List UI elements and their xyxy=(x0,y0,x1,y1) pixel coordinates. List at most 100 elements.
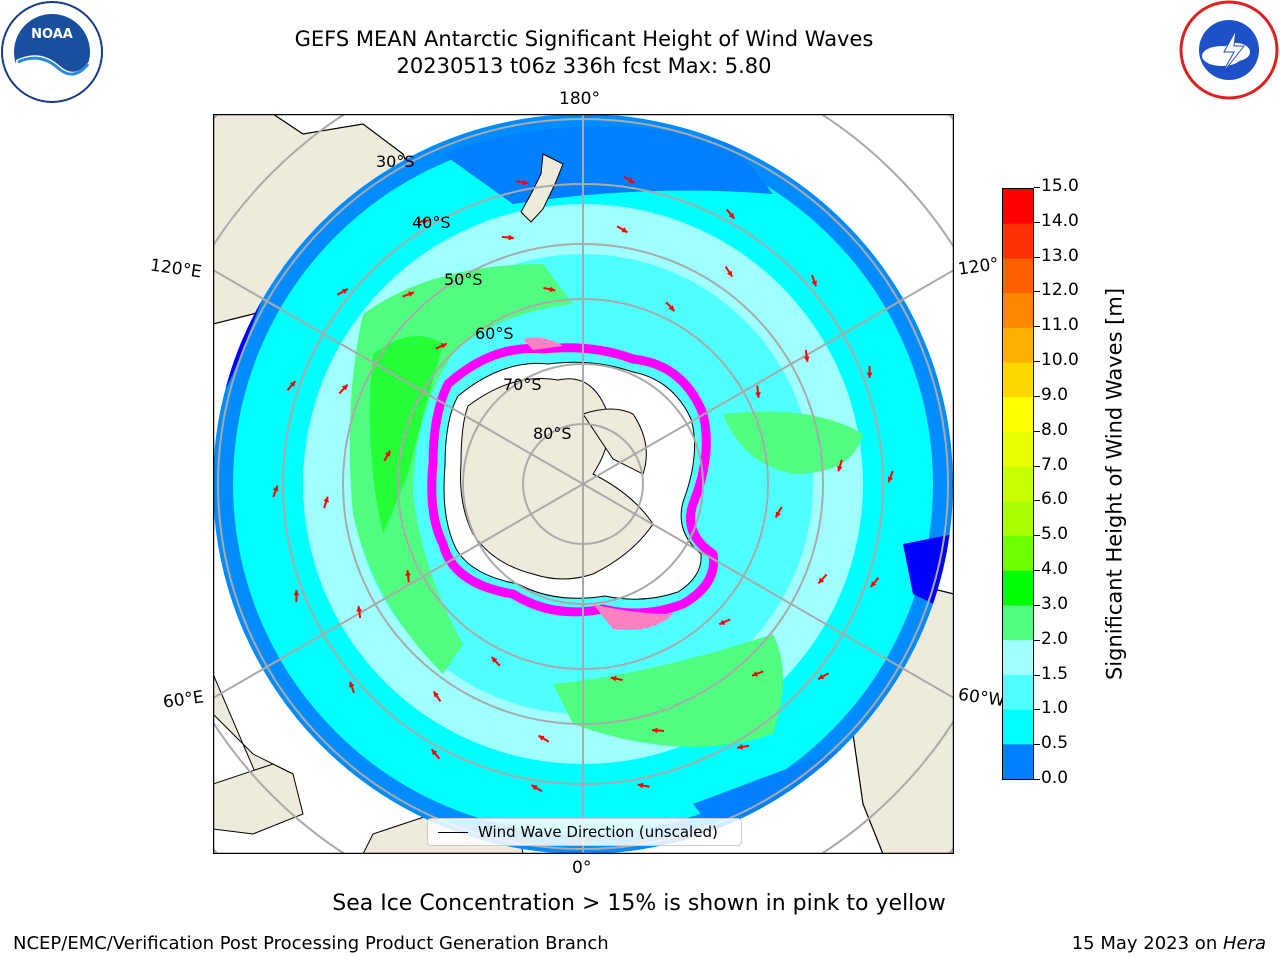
colorbar-tick-label: 10.0 xyxy=(1034,350,1079,370)
wind-vector-head xyxy=(818,577,825,584)
wind-vector-head xyxy=(289,381,296,387)
wind-vector-head xyxy=(870,581,877,587)
wind-vector-head xyxy=(323,496,329,503)
colorbar-segment xyxy=(1003,709,1033,745)
map-gridlines xyxy=(213,114,954,854)
wind-vector-head xyxy=(423,218,429,224)
colorbar-tick-label: 0.5 xyxy=(1034,733,1068,753)
colorbar-segment xyxy=(1003,258,1033,294)
footer-date-host: 15 May 2023 on Hera xyxy=(1072,933,1266,954)
wind-vectors xyxy=(272,175,894,793)
legend-label: Wind Wave Direction (unscaled) xyxy=(478,823,718,841)
wind-vector-head xyxy=(341,288,348,294)
colorbar-tick-label: 13.0 xyxy=(1034,246,1079,266)
wind-vector-head xyxy=(668,305,675,311)
colorbar-segment xyxy=(1003,327,1033,364)
colorbar-tick-label: 4.0 xyxy=(1034,559,1068,579)
wind-vector-head xyxy=(752,671,758,677)
wind-vector-head xyxy=(408,291,414,297)
wind-vector-head xyxy=(866,372,873,378)
nws-logo-icon xyxy=(1178,0,1280,100)
wind-vector-head xyxy=(610,675,617,682)
wind-vector-head xyxy=(531,785,538,791)
lat-label-30s: 30°S xyxy=(376,152,415,171)
colorbar-tick-label: 15.0 xyxy=(1034,176,1079,196)
lat-label-50s: 50°S xyxy=(444,270,483,289)
wind-vector-head xyxy=(755,392,761,398)
footer-date: 15 May 2023 on xyxy=(1071,933,1223,954)
colorbar-tick-label: 1.5 xyxy=(1034,664,1068,684)
antarctica-continent xyxy=(443,361,702,600)
colorbar-tick-label: 8.0 xyxy=(1034,420,1068,440)
colorbar-segment xyxy=(1003,189,1033,225)
colorbar-segment xyxy=(1003,605,1033,641)
colorbar-segment xyxy=(1003,362,1033,398)
colorbar-tick-label: 2.0 xyxy=(1034,629,1068,649)
wind-vector-head xyxy=(737,744,743,750)
colorbar-tick-label: 0.0 xyxy=(1034,768,1068,788)
wind-vector-head xyxy=(803,356,810,362)
chart-subtitle-forecast: 20230513 t06z 336h fcst Max: 5.80 xyxy=(396,54,772,78)
colorbar-segment xyxy=(1003,466,1033,502)
new-zealand xyxy=(520,153,564,223)
footer-credit: NCEP/EMC/Verification Post Processing Pr… xyxy=(13,933,609,954)
wind-vector-head xyxy=(652,727,658,734)
colorbar-segment xyxy=(1003,431,1033,468)
wind-vector-head xyxy=(293,590,300,596)
colorbar-tick-label: 7.0 xyxy=(1034,455,1068,475)
chart-title: GEFS MEAN Antarctic Significant Height o… xyxy=(294,27,874,51)
lat-label-80s: 80°S xyxy=(533,424,572,443)
wind-vector-head xyxy=(522,179,529,186)
wind-vector-head xyxy=(887,476,894,483)
wind-vector-head xyxy=(818,674,825,680)
wind-vector-head xyxy=(433,691,440,698)
lat-label-40s: 40°S xyxy=(412,213,451,232)
polar-map xyxy=(213,114,954,854)
wind-vector-head xyxy=(508,234,514,241)
wind-vector-head xyxy=(349,681,355,688)
wind-vector-head xyxy=(726,270,733,277)
noaa-logo-icon: NOAA xyxy=(0,0,104,104)
lon-label-top: 180° xyxy=(559,89,600,109)
legend-line-swatch xyxy=(438,832,468,833)
wind-vector-head xyxy=(628,177,635,183)
wind-vector-head xyxy=(549,286,556,293)
lat-label-60s: 60°S xyxy=(475,324,514,343)
lon-label-left-upper: 120°E xyxy=(148,255,203,283)
colorbar-segment xyxy=(1003,536,1033,572)
lon-label-bottom: 0° xyxy=(572,858,592,878)
wind-vector-head xyxy=(272,485,279,492)
wind-vector-head xyxy=(538,735,545,741)
wind-vector-head xyxy=(405,570,411,576)
wind-vector-head xyxy=(491,657,498,663)
colorbar-segment xyxy=(1003,223,1033,259)
colorbar-tick-label: 5.0 xyxy=(1034,524,1068,544)
colorbar-tick-label: 11.0 xyxy=(1034,315,1079,335)
colorbar-segment xyxy=(1003,640,1033,676)
colorbar-segment xyxy=(1003,674,1033,711)
colorbar-tick-label: 1.0 xyxy=(1034,698,1068,718)
lon-label-right-upper: 120° xyxy=(956,254,1001,280)
sea-ice-note: Sea Ice Concentration > 15% is shown in … xyxy=(332,891,946,916)
svg-text:NOAA: NOAA xyxy=(31,27,73,42)
colorbar-label: Significant Height of Wind Waves [m] xyxy=(1102,287,1127,681)
wind-vector-head xyxy=(775,511,781,518)
wind-vector-head xyxy=(637,782,644,789)
colorbar-tick-label: 3.0 xyxy=(1034,594,1068,614)
sea-ice-ring xyxy=(427,337,719,630)
colorbar-tick-label: 9.0 xyxy=(1034,385,1068,405)
wind-vector-head xyxy=(811,280,817,287)
wind-vector-head xyxy=(837,465,843,472)
map-legend: Wind Wave Direction (unscaled) xyxy=(427,818,742,846)
wind-vector-head xyxy=(719,619,726,625)
wind-vector-head xyxy=(341,384,348,391)
colorbar-tick-label: 12.0 xyxy=(1034,280,1079,300)
colorbar-segment xyxy=(1003,501,1033,537)
wind-vector-head xyxy=(431,749,438,756)
colorbar xyxy=(1002,188,1034,780)
colorbar-tick-label: 14.0 xyxy=(1034,211,1079,231)
lat-label-70s: 70°S xyxy=(503,375,542,394)
lon-label-left-lower: 60°E xyxy=(161,687,206,713)
wind-vector-head xyxy=(621,227,628,233)
colorbar-tick-label: 6.0 xyxy=(1034,489,1068,509)
